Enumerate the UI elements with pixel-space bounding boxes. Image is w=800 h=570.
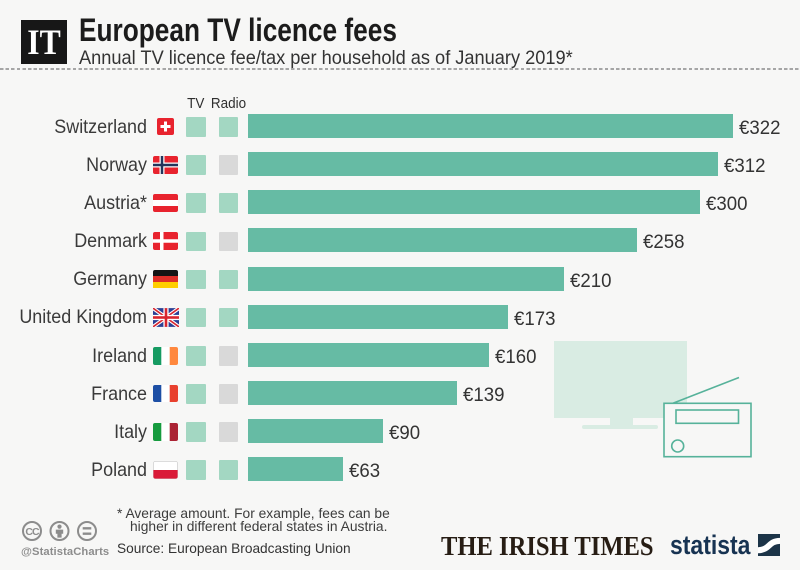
svg-text:CC: CC <box>25 526 40 538</box>
